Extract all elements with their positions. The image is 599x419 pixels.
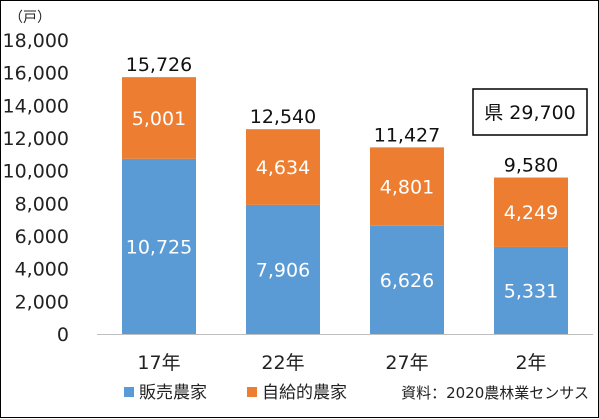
bar-segment-hanbai — [370, 225, 444, 334]
segment-value-label: 5,331 — [504, 280, 558, 302]
legend-swatch-hanbai — [124, 387, 134, 397]
y-tick-label: 14,000 — [3, 95, 69, 117]
legend: 販売農家 自給的農家 — [124, 383, 347, 403]
y-tick-label: 0 — [57, 324, 69, 346]
segment-value-label: 4,634 — [256, 157, 310, 179]
legend-label-jikyu: 自給的農家 — [262, 383, 347, 403]
total-value-label: 12,540 — [250, 106, 316, 128]
x-axis: 17年 22年 27年 2年 — [97, 334, 593, 374]
legend-label-hanbai: 販売農家 — [139, 383, 207, 403]
y-tick-label: 2,000 — [15, 291, 69, 313]
y-unit-label: （戸） — [9, 10, 51, 26]
y-tick-label: 10,000 — [3, 161, 69, 183]
bar-segment-jikyu — [246, 129, 320, 205]
y-tick-label: 4,000 — [15, 259, 69, 281]
bar-segment-jikyu — [494, 177, 568, 247]
bar-segment-hanbai — [246, 204, 320, 334]
segment-value-label: 7,906 — [256, 259, 310, 281]
segment-value-label: 4,249 — [504, 202, 558, 224]
bars: 10,725 5,001 15,726 7,906 4,634 12,540 6,626 4,… — [122, 54, 568, 334]
y-tick-label: 6,000 — [15, 226, 69, 248]
annotation-box: 県 29,700 — [472, 88, 588, 136]
x-category-label: 22年 — [261, 352, 304, 374]
total-value-label: 11,427 — [374, 124, 440, 146]
annotation-text: 県 29,700 — [484, 102, 576, 124]
x-category-label: 17年 — [137, 352, 180, 374]
y-tick-label: 18,000 — [3, 30, 69, 52]
y-tick-label: 16,000 — [3, 63, 69, 85]
segment-value-label: 10,725 — [126, 236, 192, 258]
annotation-border — [472, 88, 588, 136]
bar-segment-jikyu — [122, 77, 196, 159]
bar-segment-hanbai — [494, 246, 568, 334]
y-tick-label: 12,000 — [3, 128, 69, 150]
source-note: 資料：2020農林業センサス — [401, 384, 589, 402]
y-axis: 0 2,000 4,000 6,000 8,000 10,000 12,000 14,000 1… — [3, 30, 69, 346]
bar-segment-hanbai — [122, 158, 196, 334]
total-value-label: 9,580 — [504, 155, 558, 177]
segment-value-label: 6,626 — [380, 270, 434, 292]
x-category-label: 27年 — [385, 352, 428, 374]
x-category-label: 2年 — [515, 352, 546, 374]
segment-value-label: 5,001 — [132, 108, 186, 130]
bar-segment-jikyu — [370, 147, 444, 226]
legend-swatch-jikyu — [247, 387, 257, 397]
y-tick-label: 8,000 — [15, 193, 69, 215]
segment-value-label: 4,801 — [380, 177, 434, 199]
total-value-label: 15,726 — [126, 54, 192, 76]
